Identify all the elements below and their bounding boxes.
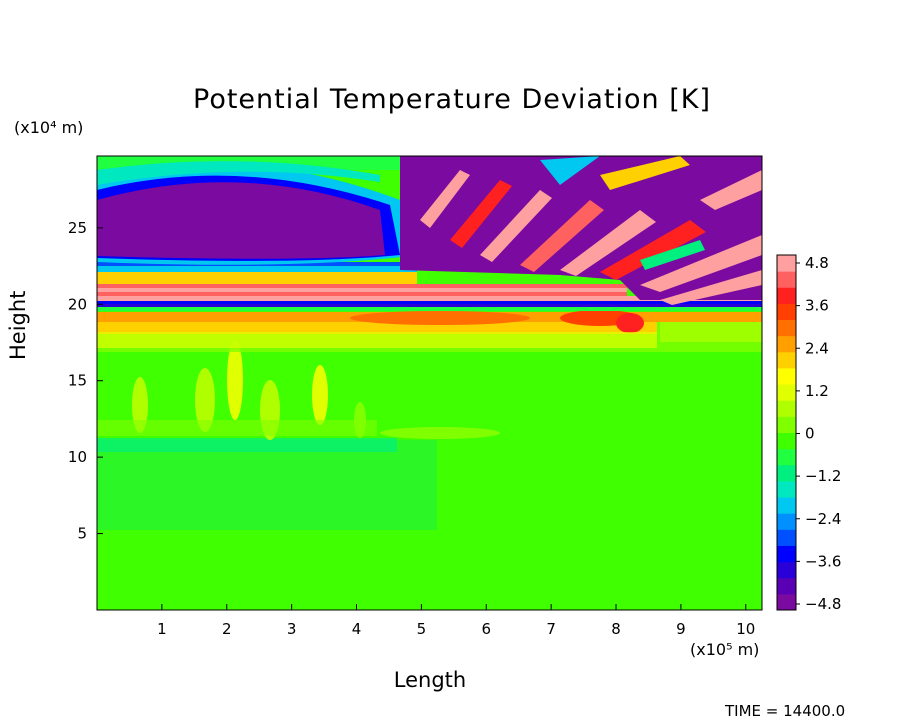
colorbar-swatch (777, 513, 796, 530)
x-tick-label: 5 (417, 620, 427, 638)
colorbar-tick-label: −2.4 (805, 510, 841, 528)
x-tick-label: 6 (481, 620, 491, 638)
y-ticks: 5 10 15 20 25 (68, 219, 103, 543)
colorbar-swatch (777, 319, 796, 337)
colorbar-tick-label: 1.2 (805, 382, 829, 400)
colorbar-swatch (777, 384, 796, 401)
colorbar-swatch (777, 255, 796, 272)
colorbar-swatch (777, 545, 796, 563)
cool-band (97, 438, 397, 452)
colorbar-swatch (777, 335, 796, 353)
warm-layer (97, 310, 762, 352)
x-axis-label: Length (393, 668, 467, 692)
colorbar-swatch (777, 480, 796, 498)
x-tick-label: 4 (352, 620, 362, 638)
x-tick-label: 7 (546, 620, 556, 638)
cool-patch (97, 440, 437, 530)
colorbar-swatch (777, 303, 796, 321)
colorbar-swatch (777, 416, 796, 433)
colorbar-tick-label: 0 (805, 425, 815, 443)
time-readout: TIME = 14400.0 (725, 702, 846, 720)
colorbar-swatch (777, 448, 796, 466)
x-tick-label: 9 (676, 620, 686, 638)
chart-title: Potential Temperature Deviation [K] (193, 84, 711, 115)
x-tick-label: 8 (611, 620, 621, 638)
colorbar-swatch (777, 497, 796, 514)
heatmap-field (97, 156, 762, 610)
y-tick-label: 5 (77, 525, 87, 543)
gravity-waves (400, 156, 762, 305)
y-axis-unit: (x10⁴ m) (14, 118, 84, 137)
x-tick-label: 2 (222, 620, 232, 638)
colorbar-ticks: 4.8 3.6 2.4 1.2 0 −1.2 −2.4 −3.6 −4.8 (796, 254, 841, 613)
colorbar-swatch (777, 593, 796, 611)
colorbar-swatch (777, 400, 796, 417)
y-tick-label: 20 (68, 295, 87, 313)
colorbar-swatch (777, 351, 796, 369)
x-tick-label: 1 (157, 620, 167, 638)
colorbar-tick-label: 3.6 (805, 297, 829, 315)
colorbar-swatch (777, 287, 796, 304)
cold-dome (97, 156, 427, 265)
plot-frame (96, 155, 763, 611)
colorbar (776, 254, 797, 611)
y-tick-label: 15 (68, 372, 87, 390)
y-tick-label: 10 (68, 448, 87, 466)
warm-plumes (97, 340, 500, 440)
colorbar-swatch (777, 577, 796, 595)
colorbar-swatch (777, 271, 796, 288)
colorbar-tick-label: 2.4 (805, 339, 829, 357)
colorbar-tick-label: 4.8 (805, 254, 829, 272)
colorbar-swatch (777, 432, 796, 450)
colorbar-swatch (777, 529, 796, 546)
colorbar-swatch (777, 367, 796, 385)
x-tick-label: 10 (736, 620, 755, 638)
colorbar-tick-label: −4.8 (805, 595, 841, 613)
x-ticks: 1 2 3 4 5 6 7 8 9 10 (157, 604, 755, 638)
colorbar-frame (776, 254, 797, 611)
colorbar-swatch (777, 561, 796, 579)
y-tick-label: 25 (68, 219, 87, 237)
x-tick-label: 3 (287, 620, 297, 638)
colorbar-tick-label: −3.6 (805, 552, 841, 570)
colorbar-swatch (777, 464, 796, 482)
x-axis-unit: (x10⁵ m) (690, 640, 760, 659)
colorbar-tick-label: −1.2 (805, 467, 841, 485)
